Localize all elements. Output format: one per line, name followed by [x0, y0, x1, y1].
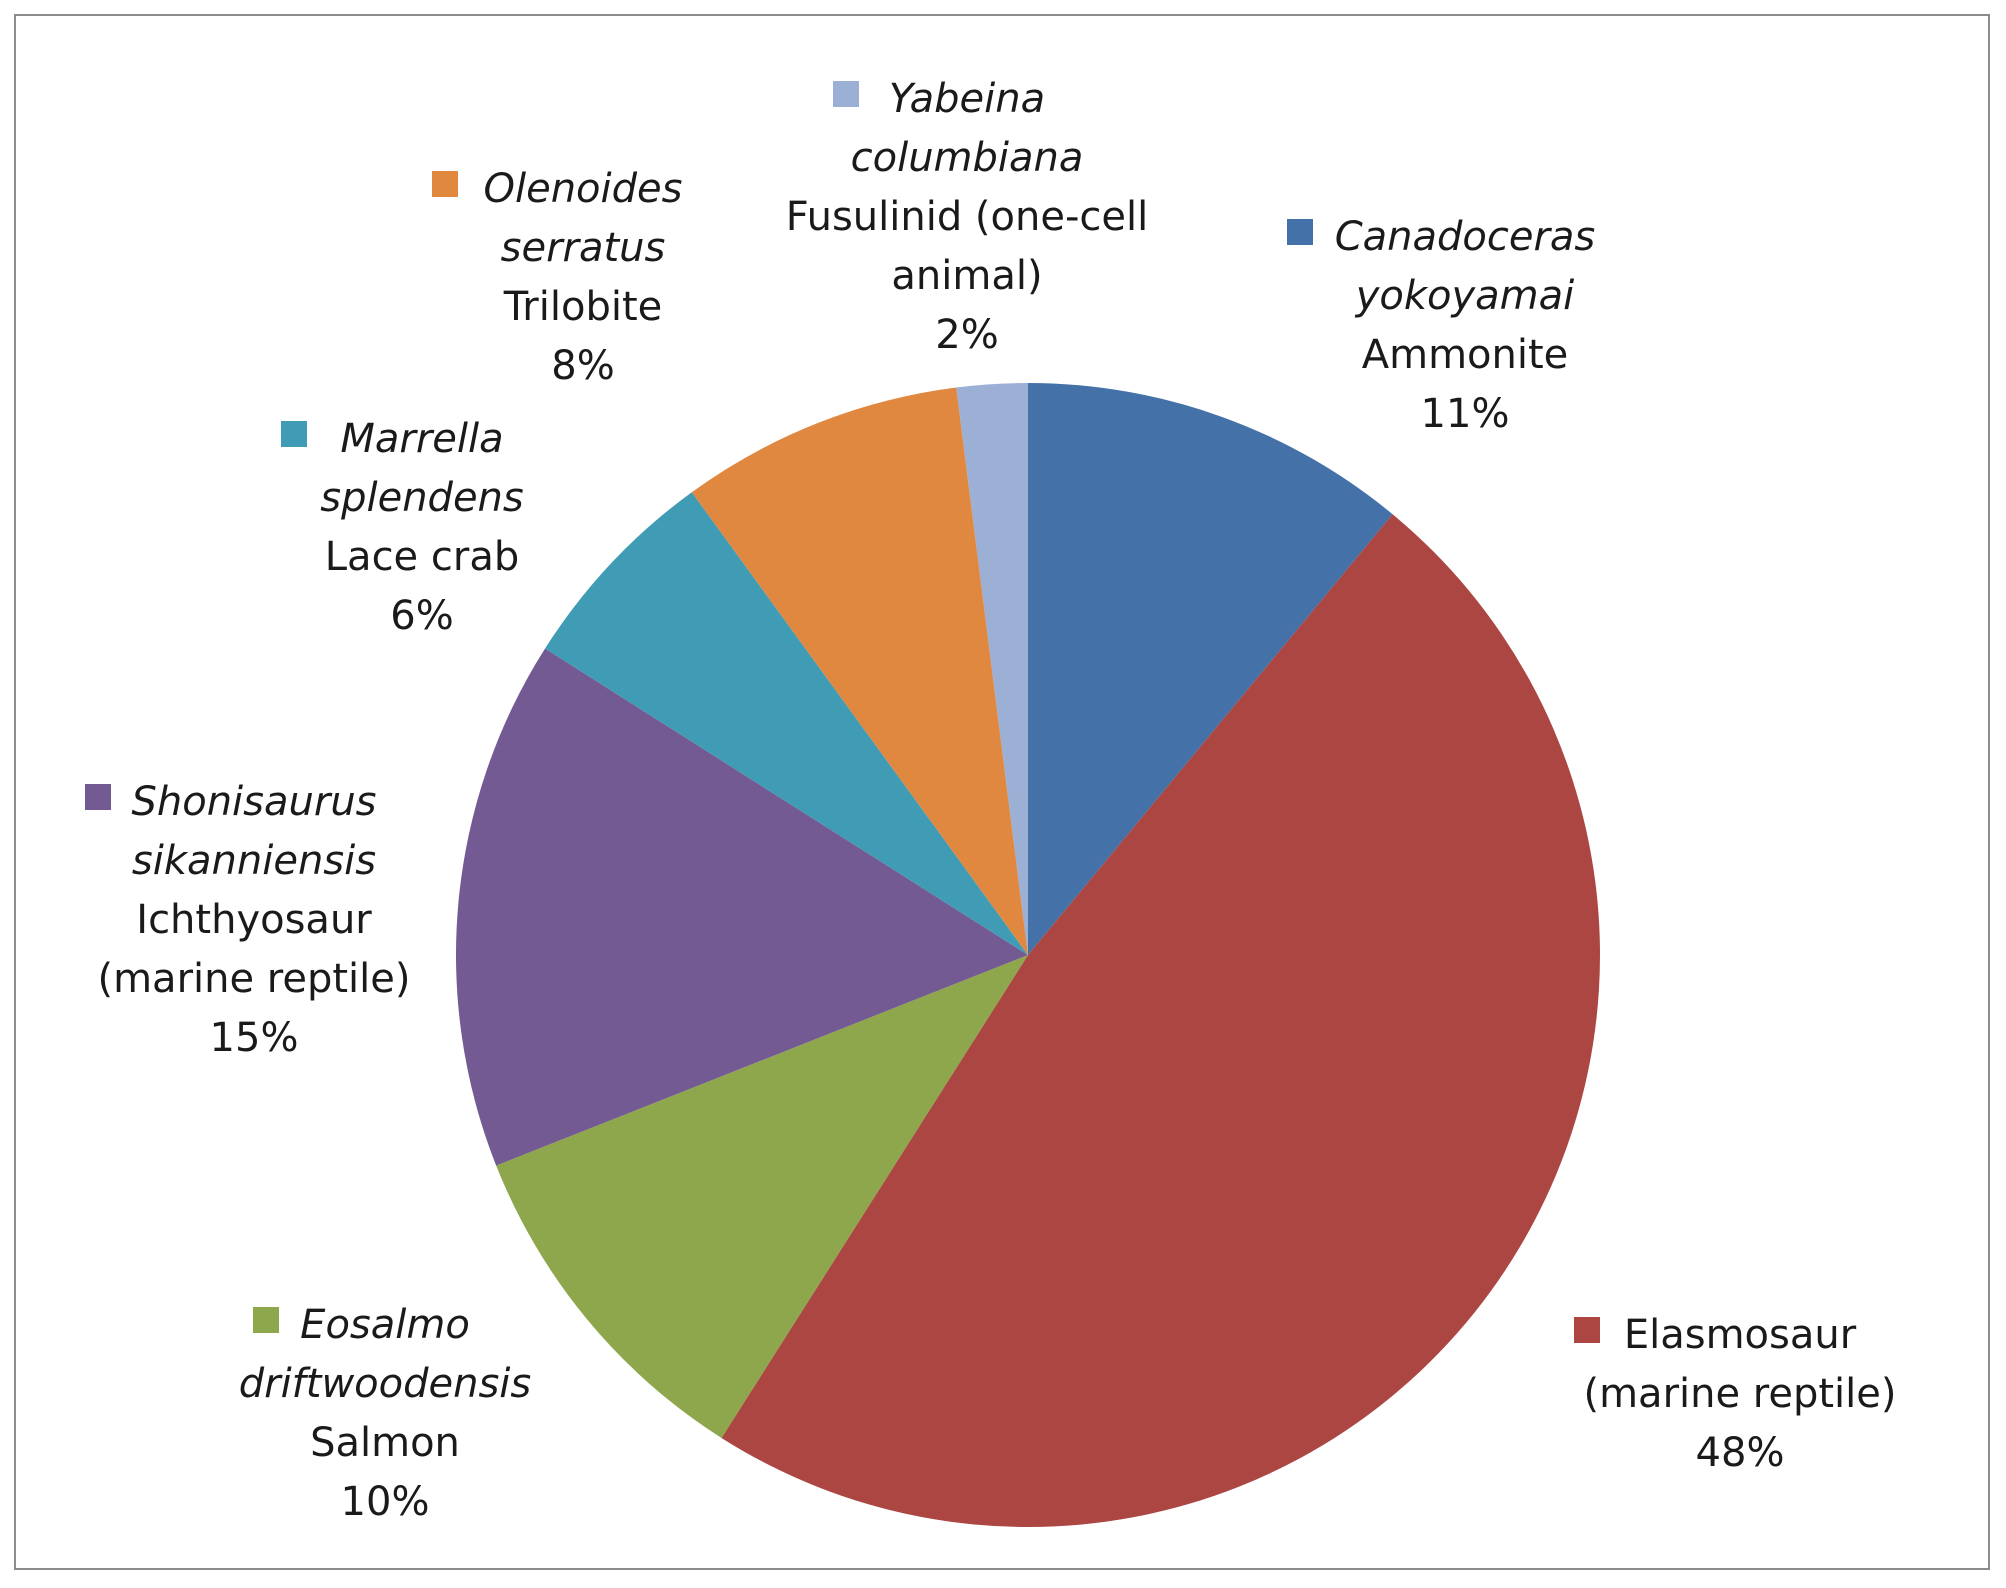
pie-slice-olenoides: [691, 387, 1028, 955]
label-text-shonisaurus-3: (marine reptile): [97, 956, 410, 1002]
label-text-marrella-3: 6%: [390, 593, 453, 639]
label-text-olenoides-3: 8%: [551, 343, 614, 389]
label-text-shonisaurus-0: Shonisaurus: [131, 779, 376, 825]
legend-marker-elasmosaur: [1574, 1317, 1600, 1343]
label-text-canadoceras-0: Canadoceras: [1335, 214, 1596, 260]
pie-slice-shonisaurus: [456, 648, 1028, 1166]
label-text-eosalmo-3: 10%: [341, 1479, 430, 1525]
label-text-marrella-0: Marrella: [340, 416, 503, 462]
label-text-marrella-1: splendens: [320, 475, 524, 521]
label-text-canadoceras-1: yokoyamai: [1355, 273, 1575, 319]
pie-labels: Canadoceras yokoyamai Ammonite 11% Elasmosau…: [85, 76, 1897, 1525]
label-text-marrella-2: Lace crab: [325, 534, 519, 580]
label-text-canadoceras-3: 11%: [1421, 391, 1510, 437]
legend-marker-eosalmo: [253, 1307, 279, 1333]
label-text-olenoides-2: Trilobite: [503, 284, 663, 330]
label-text-canadoceras-2: Ammonite: [1362, 332, 1569, 378]
label-text-yabeina-3: animal): [891, 253, 1042, 299]
pie-slice-marrella: [545, 492, 1028, 955]
label-text-yabeina-0: Yabeina: [889, 76, 1045, 122]
label-text-eosalmo-2: Salmon: [310, 1420, 460, 1466]
label-text-elasmosaur-1: (marine reptile): [1583, 1371, 1896, 1417]
label-text-shonisaurus-2: Ichthyosaur: [136, 897, 372, 943]
label-text-shonisaurus-4: 15%: [210, 1015, 299, 1061]
label-text-eosalmo-1: driftwoodensis: [239, 1361, 532, 1407]
legend-marker-canadoceras: [1287, 219, 1313, 245]
pie-slice-elasmosaur: [721, 514, 1601, 1528]
legend-marker-shonisaurus: [85, 784, 111, 810]
label-eosalmo: Eosalmo driftwoodensis Salmon 10%: [239, 1302, 532, 1525]
label-olenoides: Olenoides serratus Trilobite 8%: [432, 166, 682, 389]
pie-slice-canadoceras: [1028, 383, 1393, 955]
label-marrella: Marrella splendens Lace crab 6%: [281, 416, 524, 639]
legend-marker-olenoides: [432, 171, 458, 197]
label-text-yabeina-4: 2%: [935, 312, 998, 358]
legend-marker-yabeina: [833, 81, 859, 107]
pie-slice-eosalmo: [496, 955, 1028, 1438]
label-text-olenoides-0: Olenoides: [484, 166, 683, 212]
label-elasmosaur: Elasmosaur (marine reptile) 48%: [1574, 1312, 1897, 1476]
label-yabeina: Yabeina columbiana Fusulinid (one-cell anim…: [786, 76, 1148, 358]
label-text-elasmosaur-0: Elasmosaur: [1624, 1312, 1857, 1358]
label-text-olenoides-1: serratus: [501, 225, 666, 271]
label-text-yabeina-1: columbiana: [851, 135, 1084, 181]
pie-slices: [456, 383, 1601, 1528]
label-canadoceras: Canadoceras yokoyamai Ammonite 11%: [1287, 214, 1595, 437]
label-text-elasmosaur-2: 48%: [1696, 1430, 1785, 1476]
label-shonisaurus: Shonisaurus sikanniensis Ichthyosaur (marin…: [85, 779, 411, 1061]
label-text-eosalmo-0: Eosalmo: [300, 1302, 470, 1348]
label-text-yabeina-2: Fusulinid (one-cell: [786, 194, 1148, 240]
label-text-shonisaurus-1: sikanniensis: [132, 838, 376, 884]
legend-marker-marrella: [281, 421, 307, 447]
pie-slice-yabeina: [956, 383, 1028, 955]
